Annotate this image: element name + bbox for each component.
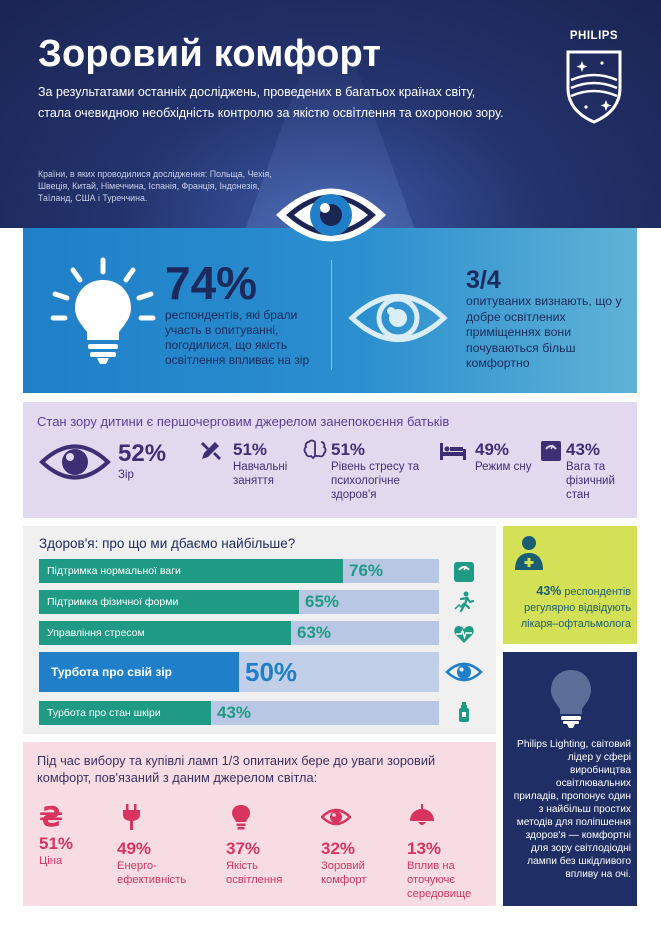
purchase-label: Якість освітлення — [226, 860, 283, 886]
philips-panel: Philips Lighting, світовий лідер у сфері… — [503, 652, 637, 906]
concern-pct: 43% — [566, 440, 601, 459]
purchase-panel: Під час вибору та купівлі ламп 1/3 опита… — [23, 742, 496, 906]
health-bar — [39, 621, 291, 645]
concern-label: Режим сну — [475, 461, 532, 473]
concern-label: Вага та фізичний стан — [566, 461, 615, 501]
health-label: Управління стресом — [47, 627, 145, 639]
scale-icon — [454, 562, 474, 582]
purchase-pct: 32% — [321, 839, 356, 858]
doctor-icon — [515, 536, 543, 570]
lamp-icon — [410, 804, 434, 825]
purchase-label: Вплив на оточуючє середовище — [407, 860, 472, 900]
hryvnia-icon: ₴ — [39, 800, 64, 833]
concern-stress: 51% Рівень стресу та психологічне здоров… — [331, 440, 441, 502]
health-pct: 43% — [217, 703, 252, 722]
brain-icon — [303, 439, 327, 460]
concern-label: Навчальні заняття — [233, 461, 288, 487]
ophthalmologist-text: 43% респондентів регулярно відвідують лі… — [511, 583, 631, 632]
lightbulb-icon — [551, 670, 591, 728]
health-label: Підтримка фізичної форми — [47, 596, 179, 608]
bulb-icon — [232, 805, 250, 830]
health-bar — [39, 652, 239, 692]
health-label: Турбота про стан шкіри — [47, 707, 161, 719]
health-row-highlight: Турбота про свій зір 50% — [39, 652, 439, 692]
eye-outline-icon — [348, 294, 448, 342]
purchase-pct: 37% — [226, 839, 261, 858]
concern-vision: 52% Зір — [118, 440, 166, 482]
health-label: Турбота про свій зір — [51, 665, 173, 679]
purchase-pct: 51% — [39, 834, 74, 853]
purchase-label: Енерго-ефективність — [117, 860, 187, 886]
concern-label: Зір — [118, 469, 134, 481]
running-icon — [454, 591, 475, 613]
stat-a-value: 74% — [165, 257, 258, 309]
plug-icon — [123, 804, 140, 830]
cream-bottle-icon — [459, 702, 469, 722]
heartbeat-icon — [454, 626, 474, 643]
health-bar — [39, 590, 299, 614]
eye-icon — [445, 662, 483, 682]
concern-weight: 43% Вага та фізичний стан — [566, 440, 634, 502]
ophthalmologist-label: респондентів регулярно відвідують лікаря… — [520, 586, 631, 630]
eye-icon — [320, 808, 352, 826]
stat-b-value: 3/4 — [466, 266, 501, 294]
header: Зоровий комфорт За результатами останніх… — [0, 0, 661, 228]
health-row: Підтримка нормальної ваги 76% — [39, 559, 439, 583]
intro-text: За результатами останніх досліджень, про… — [38, 85, 504, 120]
hero-eye-icon — [276, 188, 386, 242]
philips-shield-icon — [566, 50, 622, 124]
ophthalmologist-panel: 43% респондентів регулярно відвідують лі… — [503, 526, 637, 644]
purchase-item-quality: 37% Якість освітлення — [226, 804, 306, 887]
health-row: Турбота про стан шкіри 43% — [39, 701, 439, 725]
concern-pct: 51% — [331, 440, 366, 459]
purchase-title: Під час вибору та купівлі ламп 1/3 опита… — [37, 753, 436, 785]
health-bar — [39, 559, 343, 583]
health-pct: 63% — [297, 623, 332, 642]
logo-text: PHILIPS — [569, 30, 619, 42]
purchase-label: Ціна — [39, 855, 63, 867]
concern-sleep: 49% Режим сну — [475, 440, 535, 474]
purchase-label: Зоровий комфорт — [321, 860, 367, 886]
pencil-ruler-icon — [201, 442, 221, 460]
purchase-pct: 49% — [117, 839, 152, 858]
health-label: Підтримка нормальної ваги — [47, 565, 181, 577]
concern-study: 51% Навчальні заняття — [233, 440, 313, 488]
stats-panel: 74% респондентів, які брали участь в опи… — [23, 228, 637, 393]
countries-note: Країни, в яких проводилися дослідження: … — [38, 169, 272, 203]
concern-pct: 49% — [475, 440, 510, 459]
philips-logo: PHILIPS — [556, 30, 632, 126]
health-pct: 50% — [245, 657, 298, 687]
concerns-panel: Стан зору дитини є першочерговим джерело… — [23, 402, 637, 518]
purchase-item-price: ₴ 51% Ціна — [39, 800, 99, 868]
concern-label: Рівень стресу та психологічне здоров'я — [331, 461, 420, 501]
concern-pct: 51% — [233, 440, 268, 459]
stat-a-text: респондентів, які брали участь в опитува… — [165, 308, 310, 367]
ophthalmologist-pct: 43% — [536, 584, 562, 598]
health-panel: Здоров'я: про що ми дбаємо найбільше? Пі… — [23, 526, 496, 734]
health-bar — [39, 701, 211, 725]
scale-icon — [541, 441, 561, 461]
bed-icon — [440, 443, 466, 460]
health-title: Здоров'я: про що ми дбаємо найбільше? — [39, 536, 296, 551]
health-row: Управління стресом 63% — [39, 621, 439, 645]
concerns-title: Стан зору дитини є першочерговим джерело… — [37, 414, 450, 429]
purchase-pct: 13% — [407, 839, 442, 858]
purchase-item-efficiency: 49% Енерго-ефективність — [117, 804, 207, 887]
divider — [331, 260, 332, 370]
stat-b-text: опитуваних визнають, що у добре освітлен… — [466, 294, 622, 371]
eye-icon — [39, 444, 111, 480]
health-row: Підтримка фізичної форми 65% — [39, 590, 439, 614]
purchase-item-environment: 13% Вплив на оточуючє середовище — [407, 804, 492, 901]
health-pct: 65% — [305, 592, 340, 611]
philips-text: Philips Lighting, світовий лідер у сфері… — [513, 739, 631, 880]
page-title: Зоровий комфорт — [38, 33, 382, 75]
concern-pct: 52% — [118, 440, 167, 467]
purchase-item-comfort: 32% Зоровий комфорт — [320, 804, 391, 887]
lightbulb-icon — [50, 257, 156, 364]
health-pct: 76% — [349, 561, 384, 580]
